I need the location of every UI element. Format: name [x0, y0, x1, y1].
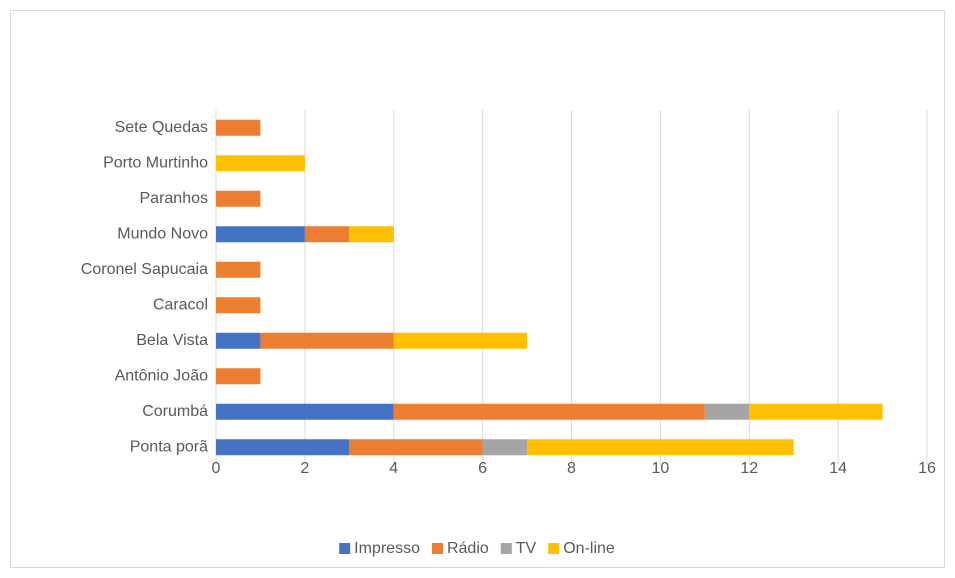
- x-tick-label: 2: [300, 460, 309, 477]
- x-tick-label: 6: [478, 460, 487, 477]
- bar-segment: [216, 155, 305, 172]
- bar-segment: [260, 332, 394, 349]
- bar-segment: [216, 439, 350, 456]
- legend-swatch: [548, 543, 560, 554]
- bar-segment: [216, 368, 261, 385]
- y-tick-label: Mundo Novo: [117, 225, 208, 242]
- y-tick-label: Coronel Sapucaia: [81, 261, 208, 278]
- bar-segment: [216, 119, 261, 136]
- legend-label: Impresso: [354, 540, 420, 557]
- y-tick-label: Paranhos: [140, 190, 209, 207]
- bar-segment: [216, 226, 305, 243]
- bar-segment: [216, 403, 394, 420]
- y-tick-label: Caracol: [153, 296, 208, 313]
- y-tick-label: Bela Vista: [136, 332, 208, 349]
- bar-segment: [349, 439, 483, 456]
- legend-swatch: [339, 543, 351, 554]
- bar-segment: [216, 261, 261, 278]
- bar-segment: [482, 439, 528, 456]
- bar-segment: [749, 403, 883, 420]
- legend-swatch: [500, 543, 512, 554]
- legend-label: Rádio: [447, 540, 489, 557]
- bar-segment: [704, 403, 750, 420]
- bar-segment: [216, 190, 261, 207]
- y-tick-label: Porto Murtinho: [103, 154, 208, 171]
- bar-segment: [216, 297, 261, 314]
- y-tick-label: Antônio João: [115, 367, 209, 384]
- x-tick-label: 16: [918, 460, 936, 477]
- x-tick-label: 12: [740, 460, 758, 477]
- bar-segment: [216, 332, 261, 349]
- legend-swatch: [431, 543, 443, 554]
- x-tick-label: 10: [651, 460, 669, 477]
- x-tick-label: 14: [829, 460, 847, 477]
- bar-segment: [349, 226, 394, 243]
- bar-segment: [393, 403, 705, 420]
- chart-border: [10, 10, 945, 568]
- x-tick-label: 4: [389, 460, 398, 477]
- bar-segment: [304, 226, 350, 243]
- x-tick-label: 8: [567, 460, 576, 477]
- y-tick-label: Sete Quedas: [115, 119, 208, 136]
- bar-segment: [527, 439, 794, 456]
- x-tick-label: 0: [212, 460, 221, 477]
- y-tick-label: Ponta porã: [130, 438, 208, 455]
- bar-segment: [393, 332, 528, 349]
- legend-label: On-line: [563, 540, 615, 557]
- y-tick-label: Corumbá: [142, 403, 208, 420]
- legend-label: TV: [516, 540, 537, 557]
